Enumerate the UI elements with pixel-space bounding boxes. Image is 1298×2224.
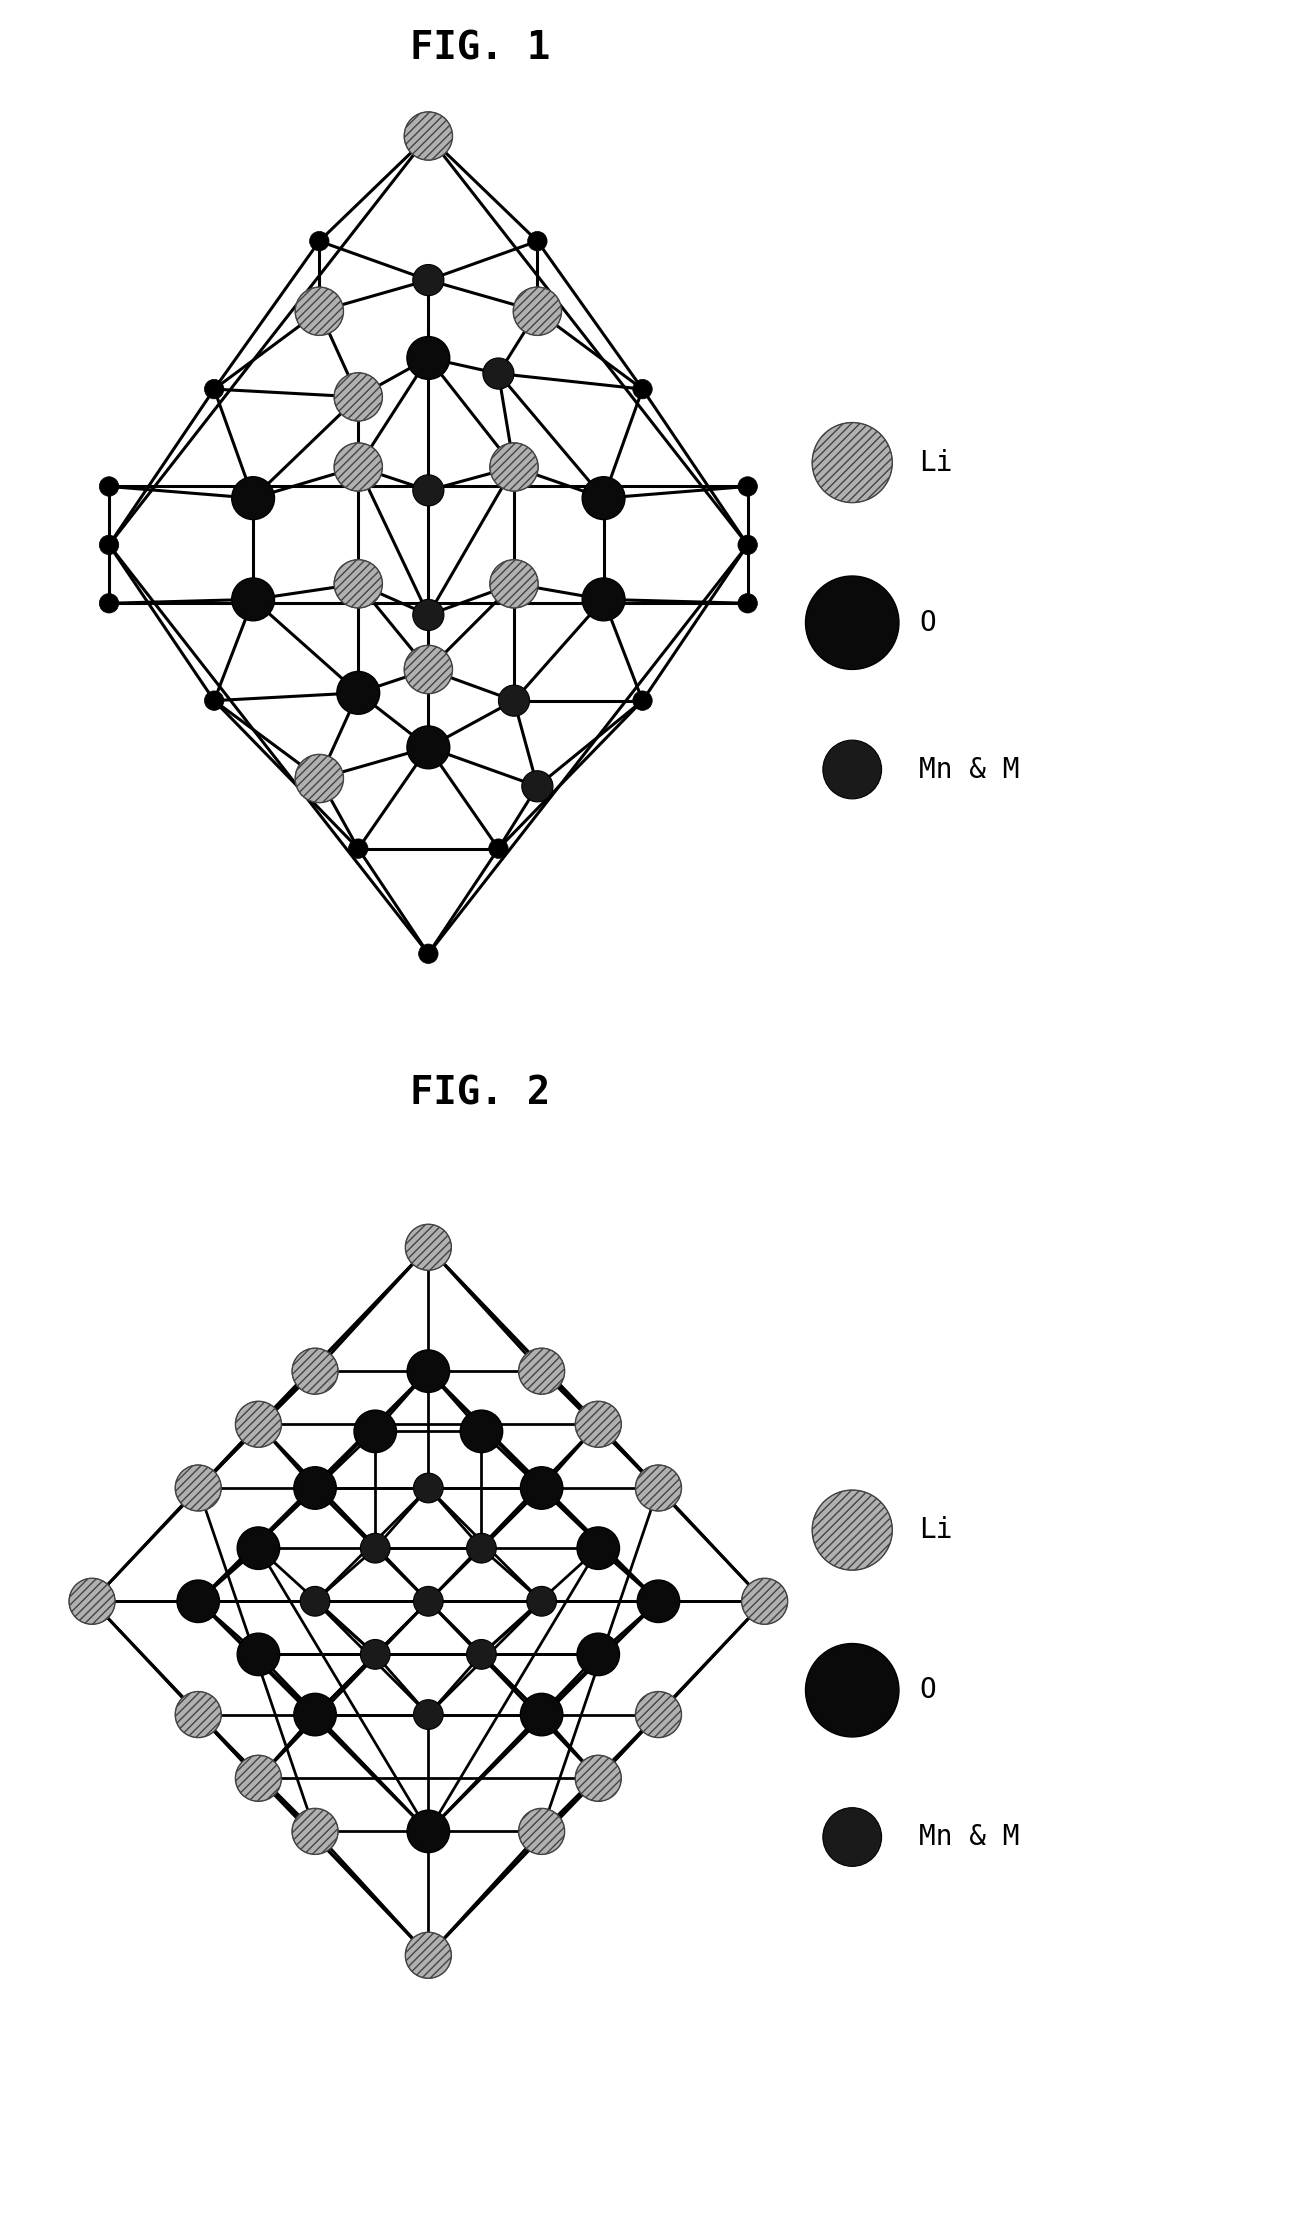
Circle shape	[737, 594, 757, 614]
Text: Mn & M: Mn & M	[919, 756, 1019, 783]
Circle shape	[405, 1223, 452, 1270]
Circle shape	[334, 374, 383, 420]
Circle shape	[504, 692, 523, 709]
Circle shape	[578, 1632, 619, 1675]
Circle shape	[404, 111, 453, 160]
Circle shape	[741, 1579, 788, 1624]
Circle shape	[520, 1468, 563, 1510]
Circle shape	[806, 1644, 900, 1737]
Circle shape	[527, 776, 548, 796]
Circle shape	[177, 1579, 219, 1624]
Circle shape	[488, 365, 509, 383]
Text: Mn & M: Mn & M	[919, 1824, 1019, 1850]
Circle shape	[231, 476, 275, 520]
Circle shape	[238, 1632, 279, 1675]
Circle shape	[461, 1410, 502, 1452]
Circle shape	[519, 1808, 565, 1855]
Text: O: O	[919, 1677, 936, 1704]
Circle shape	[408, 725, 449, 770]
Circle shape	[413, 600, 444, 632]
Circle shape	[175, 1692, 221, 1737]
Circle shape	[418, 605, 439, 625]
Circle shape	[414, 1699, 443, 1730]
Circle shape	[575, 1401, 622, 1448]
Circle shape	[361, 1532, 391, 1563]
Circle shape	[636, 1692, 681, 1737]
Circle shape	[408, 1350, 449, 1392]
Circle shape	[489, 443, 539, 492]
Circle shape	[636, 1466, 681, 1510]
Circle shape	[337, 672, 379, 714]
Circle shape	[633, 692, 653, 709]
Circle shape	[100, 536, 119, 554]
Circle shape	[292, 1348, 337, 1394]
Circle shape	[633, 380, 653, 398]
Circle shape	[414, 1586, 443, 1617]
Circle shape	[404, 645, 453, 694]
Circle shape	[813, 423, 892, 503]
Circle shape	[527, 231, 548, 251]
Text: FIG. 2: FIG. 2	[410, 1074, 550, 1112]
Circle shape	[293, 1468, 336, 1510]
Text: FIG. 1: FIG. 1	[410, 29, 550, 67]
Circle shape	[527, 1586, 557, 1617]
Circle shape	[235, 1401, 282, 1448]
Circle shape	[575, 1755, 622, 1801]
Text: Li: Li	[919, 1517, 953, 1543]
Circle shape	[235, 1755, 282, 1801]
Circle shape	[408, 336, 449, 380]
Circle shape	[204, 692, 223, 709]
Circle shape	[204, 380, 223, 398]
Circle shape	[418, 943, 439, 963]
Circle shape	[405, 1933, 452, 1979]
Circle shape	[413, 474, 444, 505]
Circle shape	[582, 476, 626, 520]
Circle shape	[414, 1472, 443, 1503]
Circle shape	[300, 1586, 330, 1617]
Circle shape	[466, 1532, 496, 1563]
Circle shape	[100, 476, 119, 496]
Circle shape	[637, 1579, 680, 1624]
Circle shape	[408, 1810, 449, 1853]
Circle shape	[175, 1466, 221, 1510]
Circle shape	[522, 772, 553, 803]
Circle shape	[806, 576, 900, 669]
Circle shape	[295, 287, 344, 336]
Circle shape	[520, 1692, 563, 1735]
Circle shape	[348, 838, 369, 858]
Circle shape	[466, 1639, 496, 1670]
Circle shape	[737, 536, 757, 554]
Text: O: O	[919, 609, 936, 636]
Circle shape	[418, 271, 439, 289]
Circle shape	[498, 685, 530, 716]
Circle shape	[488, 838, 509, 858]
Circle shape	[231, 578, 275, 620]
Circle shape	[292, 1808, 337, 1855]
Circle shape	[238, 1528, 279, 1570]
Circle shape	[295, 754, 344, 803]
Circle shape	[582, 578, 626, 620]
Circle shape	[309, 231, 330, 251]
Circle shape	[578, 1528, 619, 1570]
Circle shape	[361, 1639, 391, 1670]
Circle shape	[354, 1410, 396, 1452]
Circle shape	[519, 1348, 565, 1394]
Circle shape	[823, 741, 881, 798]
Circle shape	[334, 560, 383, 607]
Circle shape	[737, 476, 757, 496]
Circle shape	[334, 443, 383, 492]
Circle shape	[483, 358, 514, 389]
Circle shape	[418, 480, 439, 500]
Circle shape	[489, 560, 539, 607]
Circle shape	[69, 1579, 116, 1624]
Circle shape	[513, 287, 562, 336]
Circle shape	[823, 1808, 881, 1866]
Circle shape	[813, 1490, 892, 1570]
Circle shape	[293, 1692, 336, 1735]
Circle shape	[100, 594, 119, 614]
Circle shape	[413, 265, 444, 296]
Text: Li: Li	[919, 449, 953, 476]
